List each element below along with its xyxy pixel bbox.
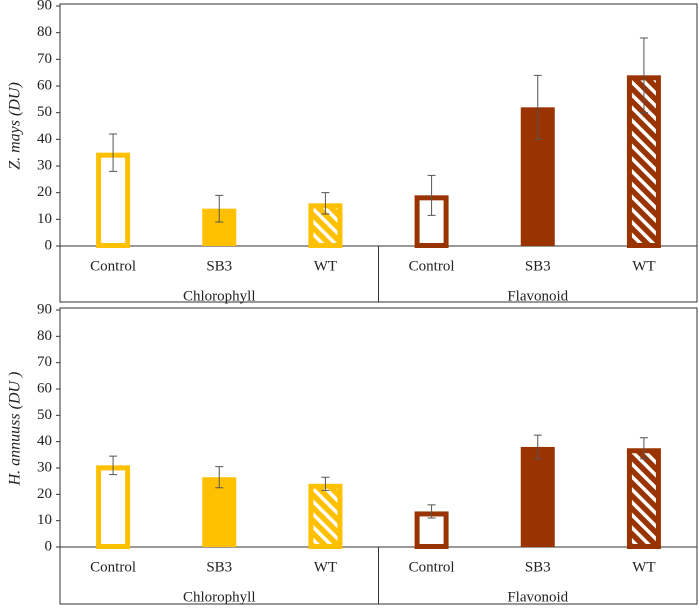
group-label: Flavonoid [507, 288, 568, 304]
error-bar [427, 504, 436, 519]
y-tick-label: 70 [37, 354, 52, 370]
bar [626, 448, 661, 549]
y-tick-label: 60 [37, 380, 52, 396]
x-tick-label: SB3 [206, 559, 232, 575]
error-bar [639, 37, 648, 114]
y-tick-label: 10 [37, 211, 52, 227]
group-label: Flavonoid [507, 589, 568, 605]
error-bar [427, 174, 436, 216]
bar [96, 465, 131, 549]
y-tick-label: 20 [37, 184, 52, 200]
y-tick-label: 70 [37, 51, 52, 67]
x-tick-label: SB3 [206, 258, 232, 274]
group-label: Chlorophyll [183, 288, 256, 304]
x-tick-label: WT [632, 559, 655, 575]
error-bar [109, 133, 118, 172]
group-label: Chlorophyll [183, 589, 256, 605]
x-tick-label: Control [90, 559, 136, 575]
error-bar [533, 434, 542, 460]
y-tick-label: 0 [45, 538, 53, 554]
bar [520, 446, 555, 547]
error-bar [215, 194, 224, 223]
error-bar [639, 437, 648, 460]
y-tick-label: 50 [37, 407, 52, 423]
x-tick-label: Control [90, 258, 136, 274]
y-tick-label: 60 [37, 77, 52, 93]
y-tick-label: 40 [37, 131, 52, 147]
y-tick-label: 0 [45, 237, 53, 253]
x-tick-label: WT [314, 559, 337, 575]
error-bar [321, 476, 330, 491]
y-tick-label: 20 [37, 486, 52, 502]
bar [202, 477, 237, 547]
x-tick-label: SB3 [525, 559, 551, 575]
y-tick-label: 80 [37, 24, 52, 40]
y-tick-label: 90 [37, 0, 52, 13]
y-axis-label: H. annuuss (DU ) [7, 372, 24, 487]
x-tick-label: WT [632, 258, 655, 274]
y-tick-label: 40 [37, 433, 52, 449]
x-tick-label: Control [409, 258, 455, 274]
error-bar [109, 455, 118, 476]
x-tick-label: WT [314, 258, 337, 274]
x-tick-label: SB3 [525, 258, 551, 274]
y-tick-label: 50 [37, 104, 52, 120]
error-bar [321, 192, 330, 215]
y-tick-label: 90 [37, 301, 52, 317]
bar [308, 483, 343, 549]
bar [414, 511, 449, 550]
x-tick-label: Control [409, 559, 455, 575]
y-tick-label: 30 [37, 459, 52, 475]
y-tick-label: 30 [37, 157, 52, 173]
y-tick-label: 10 [37, 512, 52, 528]
error-bar [533, 74, 542, 140]
y-axis-label: Z. mays (DU) [7, 82, 24, 170]
y-tick-label: 80 [37, 328, 52, 344]
error-bar [215, 466, 224, 489]
